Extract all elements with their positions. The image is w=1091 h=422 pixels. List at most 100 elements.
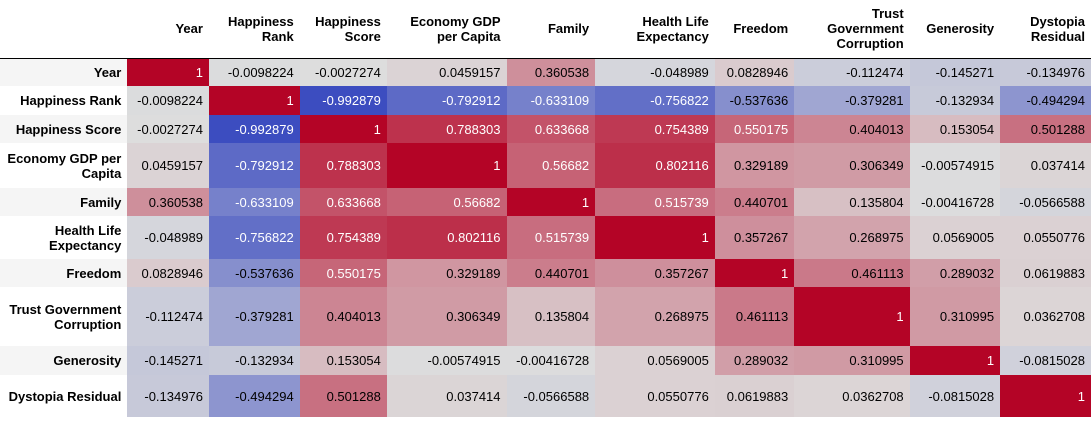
heatmap-cell: 0.802116 (386, 216, 507, 259)
heatmap-cell: -0.145271 (127, 346, 209, 375)
heatmap-cell: -0.145271 (909, 58, 1001, 86)
heatmap-cell: 0.550175 (714, 115, 795, 143)
heatmap-cell: 1 (506, 188, 596, 216)
heatmap-row: Trust Government Corruption -0.112474 -0.3… (0, 287, 1091, 346)
heatmap-cell: -0.633109 (208, 188, 300, 216)
heatmap-cell: -0.048989 (127, 216, 209, 259)
heatmap-cell: 0.360538 (506, 58, 596, 86)
heatmap-cell: 0.501288 (1000, 115, 1091, 143)
heatmap-cell: 0.788303 (299, 143, 387, 188)
heatmap-cell: 0.788303 (386, 115, 507, 143)
heatmap-cell: -0.494294 (1000, 86, 1091, 115)
heatmap-cell: -0.112474 (127, 287, 209, 346)
heatmap-cell: 0.0459157 (127, 143, 209, 188)
heatmap-cell: 0.268975 (595, 287, 715, 346)
heatmap-cell: 0.357267 (714, 216, 795, 259)
heatmap-row: Generosity -0.145271 -0.132934 0.153054 -0.0… (0, 346, 1091, 375)
row-header: Trust Government Corruption (0, 287, 128, 346)
heatmap-cell: 0.329189 (714, 143, 795, 188)
heatmap-cell: 0.306349 (794, 143, 910, 188)
heatmap-cell: 0.289032 (909, 259, 1001, 287)
heatmap-cell: 1 (386, 143, 507, 188)
heatmap-cell: 0.329189 (386, 259, 507, 287)
heatmap-cell: 0.306349 (386, 287, 507, 346)
heatmap-cell: -0.0815028 (1000, 346, 1091, 375)
heatmap-cell: 0.360538 (127, 188, 209, 216)
heatmap-cell: 0.310995 (794, 346, 910, 375)
heatmap-cell: -0.0027274 (299, 58, 387, 86)
heatmap-cell: 0.0828946 (714, 58, 795, 86)
heatmap-cell: 0.802116 (595, 143, 715, 188)
heatmap-cell: -0.132934 (208, 346, 300, 375)
column-header: Family (506, 0, 596, 59)
heatmap-cell: 0.0569005 (595, 346, 715, 375)
heatmap-cell: -0.792912 (208, 143, 300, 188)
heatmap-row: Happiness Score -0.0027274 -0.992879 1 0.788… (0, 115, 1091, 143)
heatmap-cell: 0.153054 (299, 346, 387, 375)
heatmap-cell: -0.792912 (386, 86, 507, 115)
row-header: Year (0, 58, 128, 86)
heatmap-cell: 0.56682 (506, 143, 596, 188)
column-header: Dystopia Residual (1000, 0, 1091, 59)
heatmap-cell: -0.633109 (506, 86, 596, 115)
heatmap-cell: -0.992879 (208, 115, 300, 143)
heatmap-cell: 0.0362708 (1000, 287, 1091, 346)
heatmap-cell: 0.0550776 (595, 375, 715, 417)
heatmap-cell: 1 (714, 259, 795, 287)
row-header: Dystopia Residual (0, 375, 128, 417)
heatmap-cell: 0.268975 (794, 216, 910, 259)
heatmap-cell: -0.0566588 (1000, 188, 1091, 216)
row-header: Freedom (0, 259, 128, 287)
heatmap-cell: 0.501288 (299, 375, 387, 417)
heatmap-cell: -0.379281 (794, 86, 910, 115)
row-header: Happiness Rank (0, 86, 128, 115)
row-header: Health Life Expectancy (0, 216, 128, 259)
heatmap-cell: 0.135804 (506, 287, 596, 346)
heatmap-cell: -0.537636 (714, 86, 795, 115)
heatmap-cell: 0.56682 (386, 188, 507, 216)
heatmap-cell: 1 (909, 346, 1001, 375)
heatmap-cell: 0.037414 (1000, 143, 1091, 188)
heatmap-cell: -0.756822 (208, 216, 300, 259)
heatmap-cell: 1 (299, 115, 387, 143)
heatmap-cell: 1 (595, 216, 715, 259)
heatmap-cell: 1 (127, 58, 209, 86)
row-header: Economy GDP per Capita (0, 143, 128, 188)
heatmap-cell: -0.00574915 (386, 346, 507, 375)
header-row: Year Happiness Rank Happiness Score Economy… (0, 0, 1091, 59)
heatmap-cell: 0.633668 (299, 188, 387, 216)
heatmap-cell: 0.633668 (506, 115, 596, 143)
heatmap-cell: 0.0619883 (714, 375, 795, 417)
column-header: Health Life Expectancy (595, 0, 715, 59)
heatmap-cell: -0.494294 (208, 375, 300, 417)
heatmap-cell: 0.754389 (595, 115, 715, 143)
row-header: Generosity (0, 346, 128, 375)
heatmap-cell: 0.754389 (299, 216, 387, 259)
heatmap-cell: -0.0098224 (127, 86, 209, 115)
column-header: Trust Government Corruption (794, 0, 910, 59)
heatmap-cell: -0.00416728 (506, 346, 596, 375)
heatmap-cell: 0.0569005 (909, 216, 1001, 259)
heatmap-cell: 0.0828946 (127, 259, 209, 287)
column-header: Happiness Rank (208, 0, 300, 59)
heatmap-cell: -0.134976 (1000, 58, 1091, 86)
heatmap-cell: -0.756822 (595, 86, 715, 115)
heatmap-cell: -0.00574915 (909, 143, 1001, 188)
heatmap-cell: 0.289032 (714, 346, 795, 375)
heatmap-cell: 0.440701 (714, 188, 795, 216)
heatmap-cell: 0.550175 (299, 259, 387, 287)
heatmap-cell: 0.0619883 (1000, 259, 1091, 287)
heatmap-cell: 0.153054 (909, 115, 1001, 143)
heatmap-row: Family 0.360538 -0.633109 0.633668 0.56682 1 0… (0, 188, 1091, 216)
heatmap-row: Freedom 0.0828946 -0.537636 0.550175 0.32918… (0, 259, 1091, 287)
heatmap-cell: -0.0566588 (506, 375, 596, 417)
row-header: Happiness Score (0, 115, 128, 143)
heatmap-cell: 0.0362708 (794, 375, 910, 417)
heatmap-cell: -0.0815028 (909, 375, 1001, 417)
heatmap-cell: -0.048989 (595, 58, 715, 86)
column-header: Freedom (714, 0, 795, 59)
heatmap-cell: -0.132934 (909, 86, 1001, 115)
corner-cell (0, 0, 128, 59)
heatmap-cell: -0.112474 (794, 58, 910, 86)
